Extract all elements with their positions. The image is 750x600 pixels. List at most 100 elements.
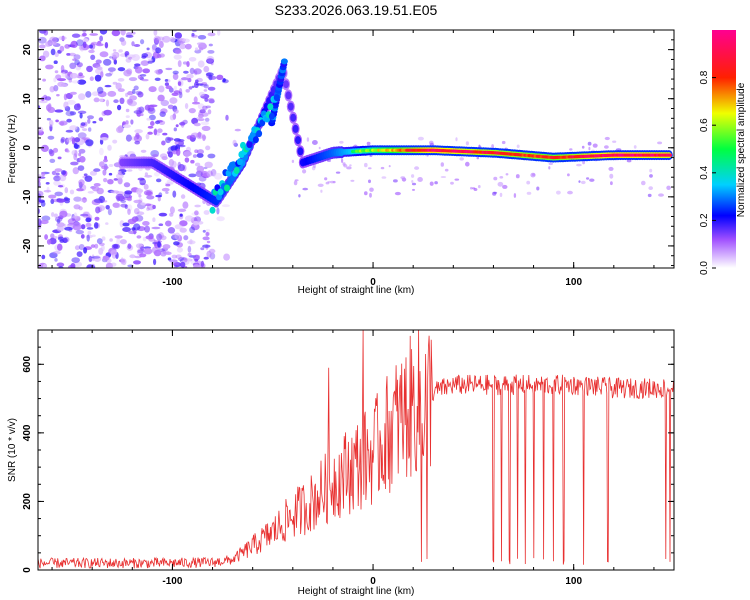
noise-speckle [124,51,130,57]
noise-speckle [162,35,171,43]
noise-speckle [134,208,140,215]
noise-speckle [54,52,59,58]
noise-speckle [141,78,149,82]
noise-speckle [82,32,87,37]
noise-speckle [73,212,78,219]
snr-axes: -100 0 100 0 200 400 600 [22,329,674,587]
noise-speckle [53,60,58,64]
noise-speckle [64,199,70,204]
noise-speckle [97,66,103,71]
noise-speckle [149,104,158,108]
noise-speckle [43,30,49,36]
noise-speckle [173,85,177,91]
noise-speckle [335,171,341,174]
noise-speckle [151,226,161,230]
noise-speckle [137,249,145,254]
noise-speckle [72,58,77,61]
noise-speckle [74,137,81,143]
noise-speckle [70,263,76,268]
noise-speckle [196,132,204,140]
noise-speckle [57,78,66,82]
noise-speckle [144,225,151,233]
noise-speckle [293,180,298,186]
noise-speckle [202,134,206,142]
noise-speckle [91,91,99,96]
noise-speckle [77,165,85,172]
noise-speckle [172,190,177,198]
noise-speckle [140,149,147,153]
noise-speckle [191,85,195,89]
noise-speckle [86,65,93,73]
noise-speckle [192,30,197,33]
noise-speckle [86,223,92,227]
noise-speckle [190,258,195,265]
noise-speckle [454,178,460,181]
noise-speckle [131,41,135,47]
noise-speckle [42,50,50,58]
noise-speckle [364,162,368,168]
noise-speckle [169,259,178,263]
noise-speckle [200,260,205,267]
noise-speckle [615,148,622,151]
noise-speckle [88,49,95,54]
noise-speckle [187,252,192,257]
noise-speckle [139,253,147,258]
colorbar-tick-label: 0.2 [699,213,710,227]
noise-speckle [136,211,145,216]
noise-speckle [165,220,172,227]
noise-speckle [103,58,112,66]
noise-speckle [165,85,172,90]
noise-speckle [349,164,352,167]
noise-speckle [76,188,84,192]
noise-speckle [71,257,80,263]
noise-speckle [100,137,109,141]
noise-speckle [114,235,123,239]
noise-speckle [88,127,92,132]
noise-speckle [172,232,177,239]
noise-speckle [115,193,125,201]
noise-speckle [120,39,127,46]
ridge-branch [268,112,275,120]
noise-speckle [41,171,46,177]
noise-speckle [107,90,117,97]
noise-speckle [57,236,64,241]
noise-speckle [205,228,211,232]
noise-speckle [62,237,68,243]
noise-speckle [66,53,71,56]
noise-speckle [95,206,101,214]
noise-speckle [70,40,78,49]
noise-speckle [82,30,87,33]
noise-speckle [80,199,88,203]
noise-speckle [52,147,59,153]
noise-speckle [318,146,321,150]
noise-speckle [153,35,161,44]
noise-speckle [411,174,415,178]
noise-speckle [649,174,653,178]
noise-speckle [189,226,196,234]
noise-speckle [578,180,581,183]
noise-speckle [120,30,126,36]
noise-speckle [49,158,56,163]
noise-speckle [350,179,355,182]
noise-speckle [612,140,617,143]
noise-speckle [156,132,160,136]
noise-speckle [46,239,52,245]
noise-speckle [193,122,201,127]
noise-speckle [96,43,104,47]
noise-speckle [501,140,506,145]
noise-speckle [187,245,192,253]
noise-speckle [129,254,136,259]
ridge-body [297,147,304,156]
noise-speckle [102,255,110,261]
noise-speckle [77,79,87,85]
noise-speckle [157,196,161,202]
noise-speckle [580,180,586,185]
noise-speckle [57,185,64,188]
noise-speckle [128,230,137,235]
noise-speckle [57,156,62,160]
noise-speckle [139,74,147,77]
noise-speckle [202,229,206,233]
noise-speckle [78,72,83,77]
noise-speckle [127,91,134,96]
noise-speckle [38,181,41,187]
